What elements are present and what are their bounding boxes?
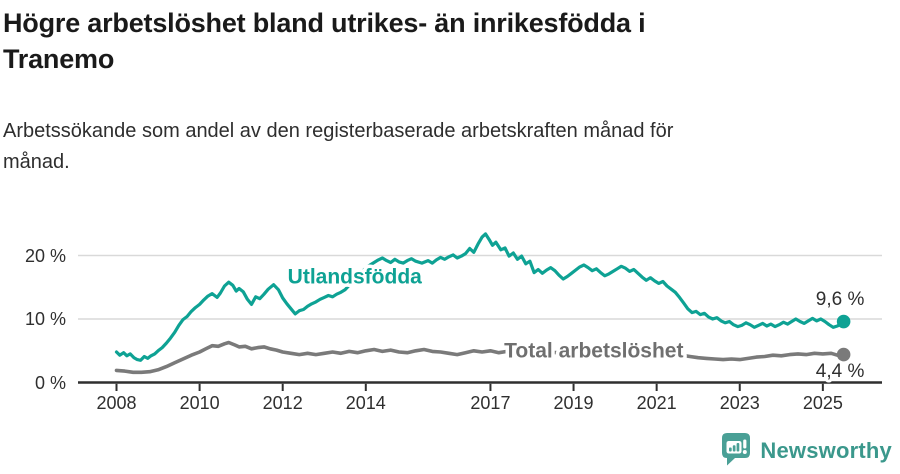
end-value-label: 4,4 % — [816, 361, 865, 382]
x-tick-label: 2008 — [96, 393, 137, 413]
x-tick-label: 2025 — [802, 393, 843, 413]
newsworthy-bubble-icon — [722, 433, 751, 466]
series-label-total-arbetsl-shet: Total arbetslöshet — [504, 340, 683, 363]
y-tick-label: 10 % — [24, 309, 66, 329]
x-tick-label: 2017 — [470, 393, 511, 413]
series-line-total-arbetsl-shet — [114, 340, 846, 375]
x-tick-label: 2012 — [262, 393, 303, 413]
page-title-line-1: Högre arbetslöshet bland utrikes- än inr… — [3, 8, 646, 38]
series-end-dot — [836, 347, 851, 362]
x-tick-label: 2023 — [719, 393, 760, 413]
chart-subtitle: Arbetssökande som andel av den registerb… — [3, 116, 873, 178]
y-tick-label: 0 % — [34, 372, 66, 393]
series-label-utlandsf-dda: Utlandsfödda — [288, 265, 422, 288]
y-tick-label: 20 % — [24, 245, 66, 266]
series-end-dot — [836, 314, 851, 329]
x-tick-label: 2019 — [553, 393, 594, 413]
x-tick-label: 2021 — [636, 393, 677, 413]
newsworthy-logo: Newsworthy — [719, 430, 892, 470]
newsworthy-wordmark: Newsworthy — [760, 438, 892, 463]
x-tick-label: 2014 — [345, 393, 386, 413]
chart-subtitle-line-1: Arbetssökande som andel av den registerb… — [3, 120, 674, 142]
chart-subtitle-line-2: månad. — [3, 151, 70, 173]
page-title: Högre arbetslöshet bland utrikes- än inr… — [3, 5, 873, 77]
x-tick-label: 2010 — [179, 393, 220, 413]
series-line-utlandsf-dda — [114, 232, 846, 362]
page-title-line-2: Tranemo — [3, 44, 115, 74]
end-value-label: 9,6 % — [816, 289, 865, 310]
